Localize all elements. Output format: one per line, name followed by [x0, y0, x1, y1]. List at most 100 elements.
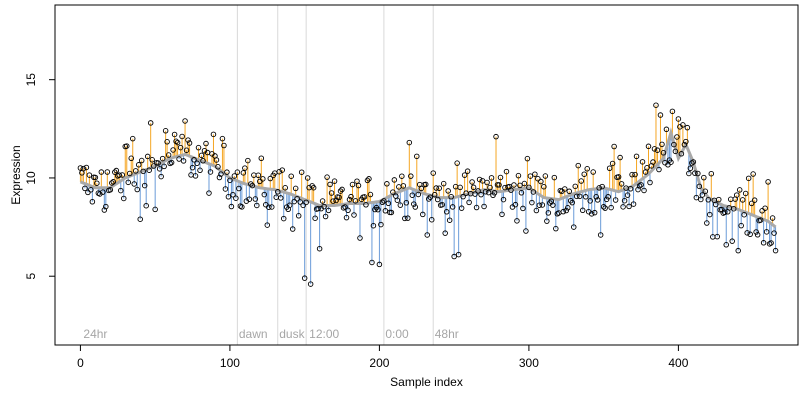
data-point — [319, 198, 326, 204]
annotation-label: 48hr — [435, 327, 459, 341]
data-point — [82, 185, 88, 192]
data-point — [581, 171, 587, 177]
data-point — [527, 173, 534, 179]
data-point — [466, 199, 472, 206]
data-point — [245, 157, 251, 164]
data-point — [686, 170, 692, 177]
data-point — [654, 147, 661, 153]
x-tick-label: 100 — [220, 356, 240, 370]
data-point — [415, 191, 422, 198]
data-point — [478, 191, 484, 198]
data-point — [639, 159, 646, 165]
data-point — [760, 240, 767, 246]
data-point — [170, 147, 176, 153]
data-point — [414, 153, 420, 160]
data-point — [431, 191, 438, 198]
data-point — [575, 162, 581, 169]
data-point — [587, 198, 593, 204]
data-point — [772, 247, 779, 254]
annotation-label: 12:00 — [309, 327, 339, 341]
data-point — [615, 174, 622, 180]
data-point — [669, 108, 676, 115]
data-point — [671, 141, 677, 148]
data-point — [297, 199, 303, 205]
data-point — [248, 181, 254, 187]
data-point — [638, 182, 644, 188]
data-point — [348, 193, 354, 200]
data-point — [657, 112, 664, 118]
data-point — [695, 170, 701, 177]
data-point — [620, 204, 626, 210]
data-point — [210, 131, 217, 138]
data-point — [177, 144, 184, 151]
data-point — [753, 229, 759, 235]
data-point — [408, 173, 414, 179]
data-point — [331, 178, 338, 184]
data-point — [403, 200, 410, 206]
data-point — [267, 175, 274, 182]
data-point — [579, 207, 586, 214]
data-point — [704, 220, 710, 226]
data-point — [342, 204, 348, 210]
data-point — [86, 172, 93, 178]
data-point — [147, 120, 154, 126]
data-point — [612, 197, 619, 203]
data-point — [469, 179, 475, 185]
data-point — [227, 177, 233, 184]
data-point — [131, 181, 137, 187]
data-point — [524, 155, 531, 162]
annotations: 24hr dawn dusk 12:00 0:00 48hr — [83, 327, 458, 341]
data-point — [446, 217, 453, 223]
data-point — [349, 181, 356, 188]
data-point — [488, 175, 495, 181]
data-point — [659, 141, 665, 148]
x-axis-label: Sample index — [390, 375, 463, 389]
data-point — [252, 196, 259, 202]
data-point — [216, 174, 223, 181]
data-point — [449, 204, 456, 210]
data-point — [451, 253, 457, 260]
data-point — [312, 215, 318, 221]
data-point — [330, 198, 336, 204]
data-point — [690, 159, 697, 165]
data-point — [352, 198, 359, 204]
annotation-label: 24hr — [83, 327, 107, 341]
data-point — [621, 197, 628, 204]
data-point — [129, 135, 136, 142]
data-point — [215, 164, 221, 170]
data-point — [292, 185, 299, 192]
data-point — [233, 195, 239, 201]
data-point — [445, 188, 451, 194]
data-point — [512, 201, 519, 208]
data-point — [150, 163, 157, 169]
data-point — [322, 213, 329, 220]
plot-frame — [54, 4, 799, 346]
data-point — [143, 202, 149, 209]
data-point — [647, 179, 653, 186]
data-point — [750, 171, 756, 177]
data-point — [339, 186, 345, 193]
data-points — [77, 102, 779, 287]
data-point — [156, 166, 163, 172]
data-point — [89, 198, 96, 205]
data-point — [713, 201, 719, 208]
data-point — [409, 192, 416, 198]
data-point — [571, 224, 577, 230]
data-point — [500, 196, 507, 203]
data-point — [475, 188, 481, 194]
data-point — [324, 174, 330, 180]
data-point — [219, 135, 226, 142]
data-point — [112, 169, 118, 175]
data-point — [375, 206, 381, 213]
data-point — [255, 172, 262, 178]
data-point — [719, 206, 725, 213]
data-point — [630, 201, 637, 207]
data-point — [260, 176, 266, 182]
data-point — [118, 187, 124, 194]
data-point — [636, 183, 643, 189]
data-point — [663, 126, 670, 133]
data-point — [246, 196, 253, 202]
data-point — [596, 185, 602, 191]
data-point — [632, 171, 638, 178]
